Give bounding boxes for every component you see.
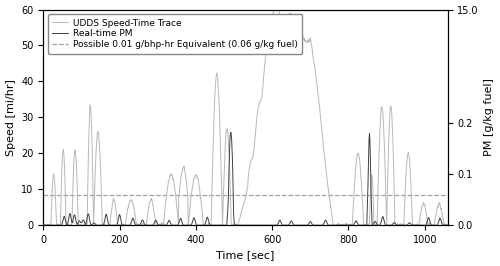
Legend: UDDS Speed-Time Trace, Real-time PM, Possible 0.01 g/bhp-hr Equivalent (0.06 g/k: UDDS Speed-Time Trace, Real-time PM, Pos…	[48, 14, 302, 54]
Y-axis label: PM [g/kg fuel]: PM [g/kg fuel]	[484, 78, 494, 156]
Y-axis label: Speed [mi/hr]: Speed [mi/hr]	[6, 79, 16, 156]
X-axis label: Time [sec]: Time [sec]	[216, 251, 274, 260]
